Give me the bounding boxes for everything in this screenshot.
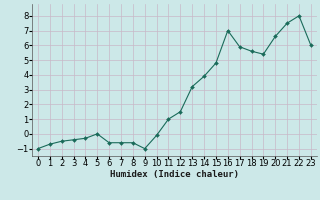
X-axis label: Humidex (Indice chaleur): Humidex (Indice chaleur) [110,170,239,179]
